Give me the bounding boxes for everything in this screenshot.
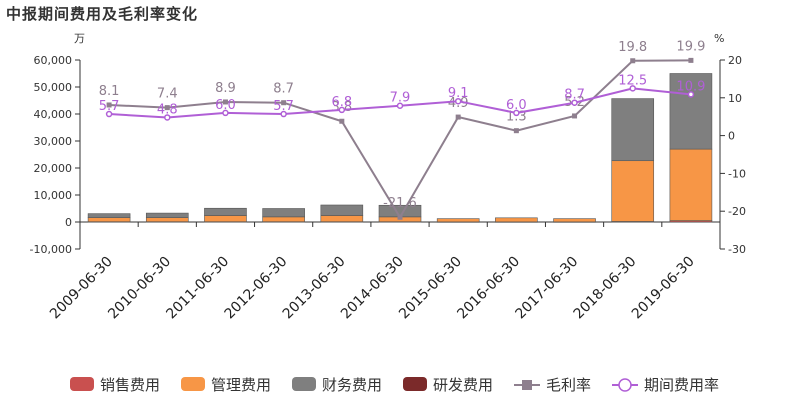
legend-label: 期间费用率 — [644, 376, 719, 394]
bar-segment — [669, 73, 713, 150]
line-point — [339, 118, 345, 124]
data-label: 7.9 — [390, 91, 411, 106]
bar-segment — [669, 148, 713, 221]
data-label: 8.9 — [215, 81, 236, 96]
line-point — [455, 114, 461, 120]
line-point — [106, 102, 112, 108]
bar-segment — [320, 215, 364, 223]
legend-label: 毛利率 — [546, 376, 591, 394]
y-right-unit: % — [714, 32, 724, 45]
data-label: 8.7 — [273, 82, 294, 97]
data-label: 6.0 — [506, 98, 527, 113]
legend-label: 财务费用 — [322, 376, 382, 394]
line-point — [571, 99, 578, 106]
legend-label: 管理费用 — [211, 376, 271, 394]
line-point — [629, 85, 636, 92]
y-left-tick-label: 40,000 — [34, 108, 73, 121]
series-line — [109, 59, 691, 220]
y-left-tick-label: 20,000 — [34, 162, 73, 175]
legend-swatch — [292, 377, 316, 391]
bar-segment — [553, 218, 596, 223]
data-label: 5.7 — [99, 99, 120, 114]
bar-segment — [204, 207, 247, 216]
line-point — [338, 106, 346, 114]
line-point — [222, 109, 229, 117]
y-right-tick-label: -20 — [728, 205, 746, 218]
bar-segment — [436, 218, 480, 223]
line-point — [513, 109, 520, 117]
line-point — [513, 128, 519, 134]
data-label: 19.9 — [676, 39, 705, 54]
line-point — [222, 99, 228, 105]
y-left-tick-label: 30,000 — [34, 135, 73, 148]
line-point — [397, 214, 403, 220]
y-left-tick-label: 50,000 — [34, 81, 73, 94]
y-left-tick-label: -10,000 — [30, 243, 72, 256]
bar-segment — [320, 204, 364, 216]
legend-marker — [618, 378, 632, 392]
legend-swatch — [181, 377, 205, 391]
line-point — [280, 110, 287, 118]
data-label: 4.8 — [157, 102, 178, 117]
bar-segment — [262, 216, 305, 223]
bar-segment — [262, 208, 305, 218]
line-point — [281, 100, 287, 106]
bar-segment — [145, 212, 189, 218]
line-point — [688, 57, 694, 63]
data-label: 10.9 — [676, 79, 705, 94]
y-left-unit: 万 — [74, 32, 85, 45]
line-point — [105, 110, 113, 118]
data-label: 7.4 — [157, 87, 178, 102]
y-right-tick-label: 0 — [728, 130, 735, 143]
legend-swatch — [70, 377, 94, 391]
line-point — [687, 91, 695, 98]
bar-segment — [495, 217, 538, 223]
y-left-tick-label: 0 — [65, 216, 72, 229]
y-right-tick-label: -10 — [728, 167, 746, 180]
bar-segment — [611, 160, 655, 222]
data-label: 8.1 — [99, 84, 120, 99]
data-label: 1.3 — [506, 110, 527, 125]
data-label: -21.6 — [383, 196, 417, 211]
line-point — [630, 58, 636, 64]
y-right-tick-label: -30 — [728, 243, 746, 256]
line-point — [396, 102, 404, 109]
bar-segment — [204, 215, 247, 223]
data-label: 5.7 — [273, 99, 294, 114]
x-tick-label: 2019-06-30 — [629, 254, 698, 323]
legend-swatch — [403, 377, 427, 391]
line-point — [572, 113, 578, 119]
bar-segment — [611, 98, 655, 162]
data-label: 8.7 — [564, 88, 585, 103]
line-point — [454, 97, 462, 105]
bar-segment — [145, 217, 189, 223]
data-label: 12.5 — [618, 73, 647, 88]
legend-label: 研发费用 — [433, 376, 493, 394]
data-label: 9.1 — [448, 86, 469, 101]
line-point — [164, 105, 170, 111]
data-label: 6.8 — [331, 95, 352, 110]
y-left-tick-label: 10,000 — [34, 189, 73, 202]
bar-segment — [87, 213, 131, 218]
y-right-tick-label: 10 — [728, 92, 742, 105]
y-left-tick-label: 60,000 — [34, 54, 73, 67]
legend-label: 销售费用 — [100, 376, 160, 394]
y-right-tick-label: 20 — [728, 54, 742, 67]
line-point — [164, 114, 171, 121]
bar-segment — [87, 217, 131, 223]
data-label: 19.8 — [618, 40, 647, 55]
chart-title: 中报期间费用及毛利率变化 — [6, 5, 199, 23]
data-label: 6.0 — [215, 98, 236, 113]
legend-marker — [522, 380, 532, 390]
